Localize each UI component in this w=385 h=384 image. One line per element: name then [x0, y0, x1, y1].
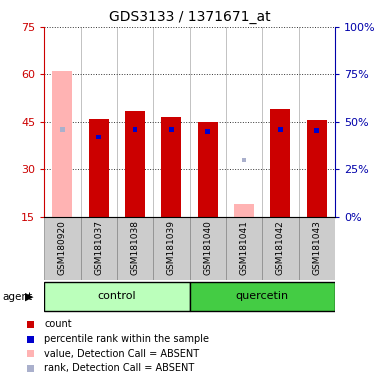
- Bar: [133, 127, 137, 132]
- Text: GSM180920: GSM180920: [58, 220, 67, 275]
- Bar: [278, 127, 283, 132]
- Bar: [242, 158, 246, 162]
- Bar: [299, 217, 335, 280]
- Text: GSM181042: GSM181042: [276, 220, 285, 275]
- Bar: [226, 217, 262, 280]
- Bar: [89, 119, 109, 217]
- Bar: [44, 282, 190, 311]
- Bar: [206, 129, 210, 134]
- Bar: [125, 111, 145, 217]
- Bar: [307, 120, 327, 217]
- Text: ▶: ▶: [25, 291, 33, 302]
- Bar: [315, 128, 319, 132]
- Bar: [80, 217, 117, 280]
- Bar: [96, 135, 101, 139]
- Bar: [234, 204, 254, 217]
- Text: count: count: [44, 319, 72, 329]
- Text: GSM181039: GSM181039: [167, 220, 176, 275]
- Bar: [153, 217, 189, 280]
- Bar: [117, 217, 153, 280]
- Bar: [190, 217, 226, 280]
- Bar: [262, 217, 299, 280]
- Text: GSM181043: GSM181043: [312, 220, 321, 275]
- Bar: [190, 282, 335, 311]
- Title: GDS3133 / 1371671_at: GDS3133 / 1371671_at: [109, 10, 270, 25]
- Bar: [198, 122, 218, 217]
- Text: percentile rank within the sample: percentile rank within the sample: [44, 334, 209, 344]
- Bar: [169, 127, 174, 132]
- Text: GSM181040: GSM181040: [203, 220, 212, 275]
- Bar: [161, 117, 181, 217]
- Bar: [270, 109, 290, 217]
- Text: rank, Detection Call = ABSENT: rank, Detection Call = ABSENT: [44, 363, 194, 373]
- Bar: [52, 71, 72, 217]
- Text: agent: agent: [2, 291, 32, 302]
- Text: value, Detection Call = ABSENT: value, Detection Call = ABSENT: [44, 349, 199, 359]
- Text: control: control: [98, 291, 136, 301]
- Text: quercetin: quercetin: [236, 291, 289, 301]
- Text: GSM181038: GSM181038: [131, 220, 140, 275]
- Bar: [44, 217, 80, 280]
- Text: GSM181041: GSM181041: [239, 220, 249, 275]
- Text: GSM181037: GSM181037: [94, 220, 103, 275]
- Bar: [60, 127, 65, 132]
